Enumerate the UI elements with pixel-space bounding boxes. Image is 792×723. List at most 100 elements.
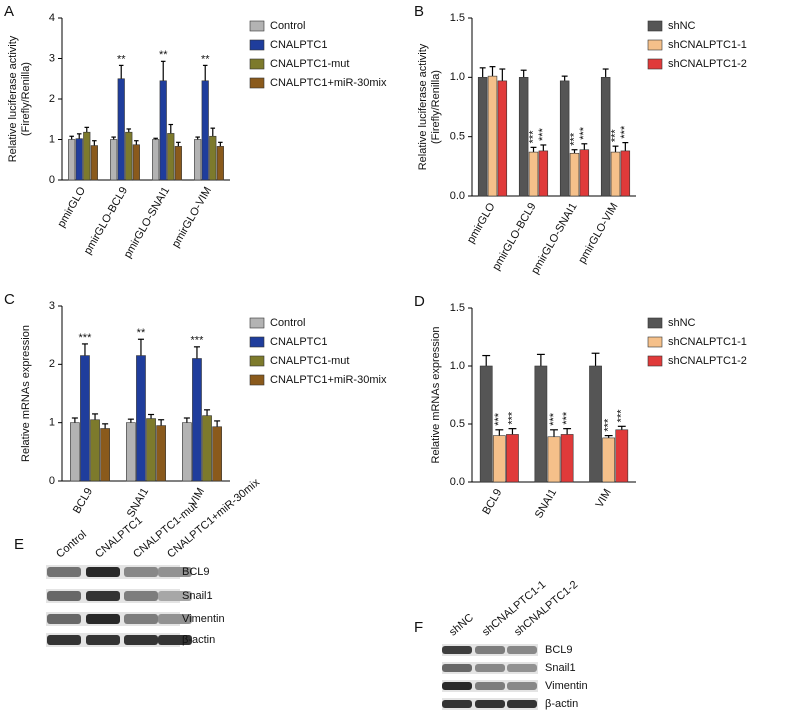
legend-label: shCNALPTC1-2 [668,58,747,70]
x-tick-label: pmirGLO [55,185,88,230]
significance-label: *** [506,411,518,425]
row-label: β-actin [545,698,578,710]
bar [559,80,570,197]
bar [152,139,160,181]
legend-label: CNALPTC1 [270,336,327,348]
x-tick-label: pmirGLO-BCL9 [82,185,130,257]
blot-band [86,591,120,601]
significance-label: *** [527,130,539,144]
legend-label: CNALPTC1+miR-30mix [270,77,387,89]
blot-band [158,614,192,624]
bar [602,437,616,483]
significance-label: *** [603,418,615,432]
panel-label: A [4,3,14,20]
significance-label: *** [191,335,205,347]
blot-band [124,635,158,645]
blot-band [86,614,120,624]
panel-label: C [4,291,15,308]
significance-label: *** [619,125,631,139]
bar [534,365,548,483]
y-tick-label: 1 [49,417,55,429]
row-label: Vimentin [182,613,225,625]
bar [75,138,83,181]
panel-label: D [414,293,425,310]
y-axis-label: Relative luciferase activity [417,43,429,170]
y-tick-label: 1.5 [450,12,465,24]
x-tick-label: SNAI1 [125,486,151,520]
x-tick-label: pmirGLO-SNAI1 [529,201,579,276]
blot-band [507,664,537,672]
lane-label: shNC [447,612,476,639]
bar [600,77,611,197]
significance-label: *** [609,129,621,143]
bar [174,146,182,181]
bar [589,365,602,483]
bar [216,146,224,181]
y-tick-label: 0 [49,475,55,487]
y-axis-label: (Firefly/Renilla) [20,62,32,136]
row-label: Vimentin [545,680,588,692]
bar [182,422,192,482]
row-label: BCL9 [545,644,573,656]
legend-swatch [647,39,663,51]
x-tick-label: pmirGLO-BCL9 [490,201,538,273]
legend-label: Control [270,317,305,329]
significance-label: ** [137,327,146,339]
legend-label: shCNALPTC1-2 [668,355,747,367]
bar [194,139,202,181]
bar [132,144,140,181]
y-tick-label: 4 [49,12,55,24]
bar [90,419,100,482]
lane-label: Control [54,529,89,561]
bar [479,365,493,483]
legend-swatch [647,20,663,32]
y-tick-label: 1.0 [450,71,465,83]
significance-label: *** [537,127,549,141]
x-tick-label: BCL9 [71,486,95,516]
blot-band [475,700,505,708]
bar [70,422,80,482]
blot-band [158,591,192,601]
panel-label: F [414,619,423,636]
blot-band [475,646,505,654]
y-tick-label: 3 [49,52,55,64]
x-tick-label: pmirGLO-VIM [576,201,620,266]
legend-swatch [647,355,663,367]
bar [146,418,156,482]
y-tick-label: 0.5 [450,418,465,430]
y-tick-label: 2 [49,358,55,370]
bar [90,145,98,181]
blot-band [47,591,81,601]
legend-swatch [249,39,265,51]
x-tick-label: BCL9 [480,487,504,517]
blot-band [442,646,472,654]
significance-label: *** [493,412,505,426]
y-tick-label: 0.0 [450,476,465,488]
legend-swatch [249,20,265,32]
legend-label: CNALPTC1-mut [270,355,349,367]
bar [487,75,498,197]
bar [209,135,217,181]
bar [610,151,621,197]
blot-band [507,646,537,654]
significance-label: *** [79,332,93,344]
bar [506,434,519,483]
legend-swatch [249,77,265,89]
legend-swatch [249,355,265,367]
bar [80,355,90,482]
significance-label: ** [117,53,126,65]
blot-band [475,664,505,672]
bar [167,133,175,181]
legend-label: CNALPTC1 [270,39,327,51]
x-tick-label: SNAI1 [533,487,559,521]
bar [117,78,125,181]
bar [68,139,76,181]
row-label: β-actin [182,634,215,646]
bar [126,422,136,482]
x-tick-label: pmirGLO [465,201,498,246]
significance-label: *** [561,411,573,425]
y-tick-label: 2 [49,93,55,105]
bar [212,426,222,482]
blot-band [124,614,158,624]
